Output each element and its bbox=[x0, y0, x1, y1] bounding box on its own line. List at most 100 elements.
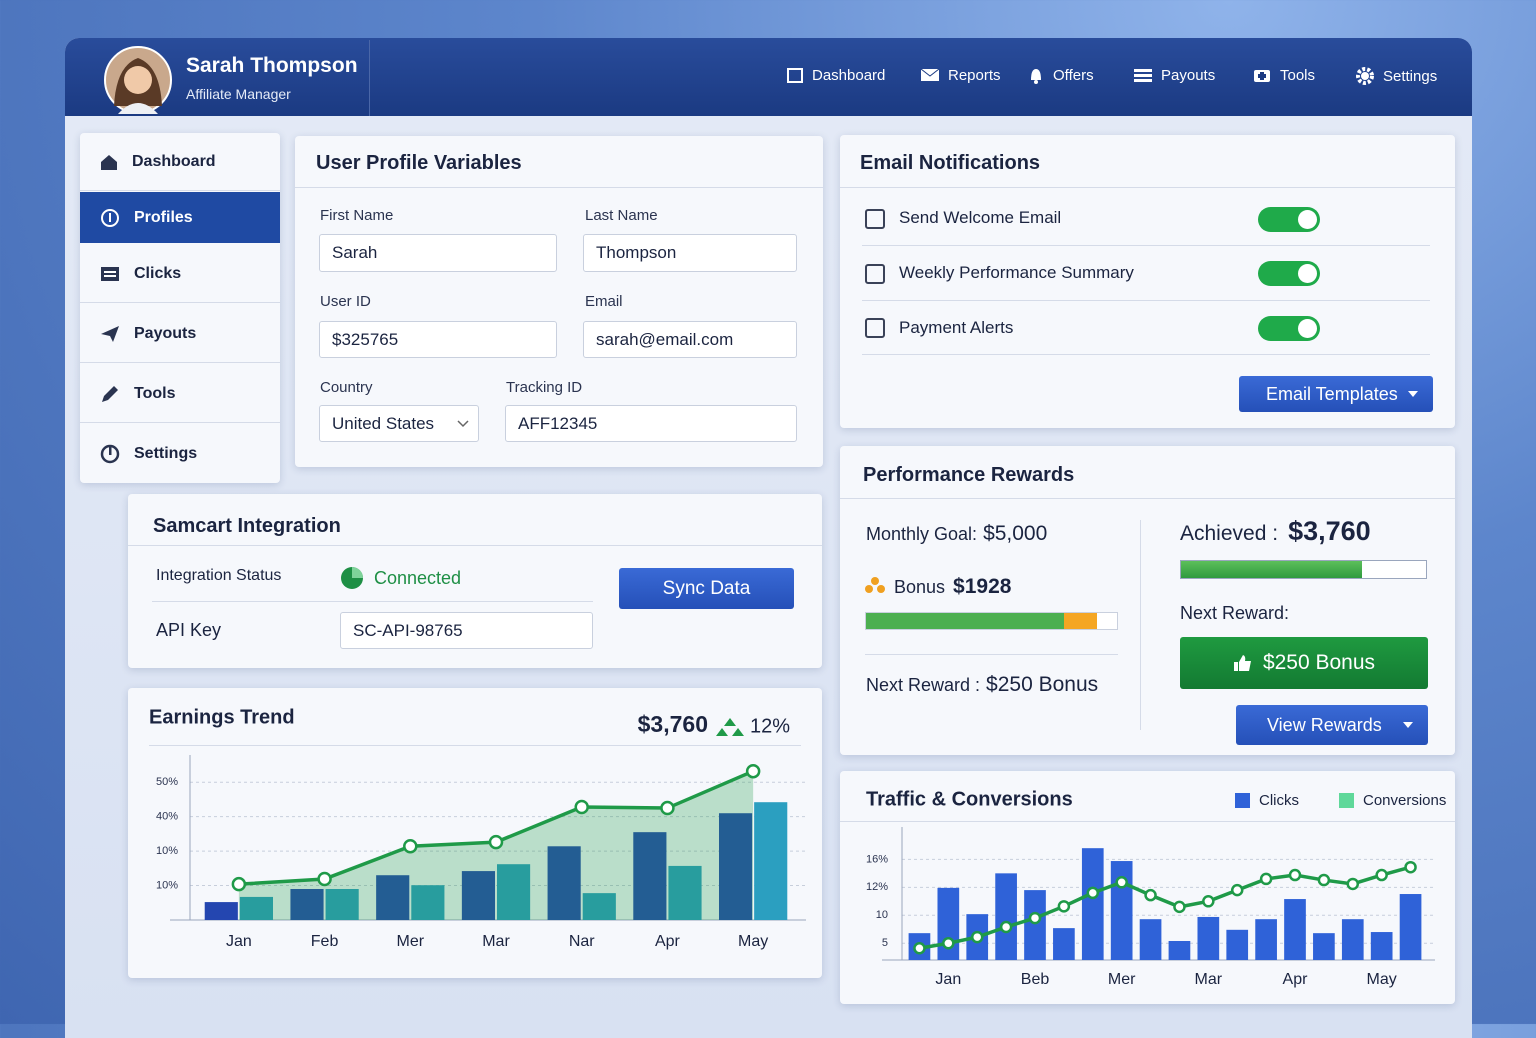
bar bbox=[633, 832, 667, 920]
divider bbox=[295, 187, 823, 188]
field-label: Email bbox=[585, 293, 623, 310]
legend-label: Clicks bbox=[1259, 792, 1299, 809]
y-tick-label: 12% bbox=[866, 881, 888, 893]
chevron bbox=[457, 420, 469, 428]
bar bbox=[1255, 919, 1277, 960]
bar bbox=[325, 889, 359, 920]
next-row: Next Reward : $250 Bonus bbox=[866, 673, 1098, 697]
text-input[interactable]: Sarah bbox=[319, 234, 557, 272]
status-text: Connected bbox=[374, 568, 462, 588]
x-tick-label: Mer bbox=[1108, 971, 1136, 988]
x-tick-label: Apr bbox=[655, 933, 681, 950]
point bbox=[1028, 911, 1042, 925]
point bbox=[488, 834, 504, 850]
divider bbox=[865, 654, 1118, 655]
y-tick-label: 50% bbox=[156, 776, 178, 788]
bar bbox=[995, 873, 1017, 960]
divider bbox=[149, 745, 801, 746]
y-tick-label: 5 bbox=[882, 937, 888, 949]
text-input[interactable]: SC-API-98765 bbox=[340, 612, 593, 649]
bar bbox=[1139, 919, 1162, 960]
checkbox[interactable] bbox=[865, 209, 885, 229]
progress-fill bbox=[1181, 561, 1363, 578]
divider bbox=[840, 498, 1455, 499]
nav-item[interactable]: Tools bbox=[1252, 66, 1315, 84]
text-input[interactable]: $325765 bbox=[319, 321, 557, 358]
bar bbox=[582, 893, 616, 920]
button[interactable]: Sync Data bbox=[619, 568, 794, 609]
x-tick-label: Jan bbox=[226, 933, 252, 950]
toggle[interactable] bbox=[1258, 261, 1320, 286]
nav-item[interactable]: Settings bbox=[1355, 66, 1437, 86]
option-label: Send Welcome Email bbox=[899, 208, 1062, 227]
bar bbox=[1313, 933, 1335, 960]
bar bbox=[1399, 894, 1422, 960]
text-input[interactable]: sarah@email.com bbox=[583, 321, 797, 358]
sidebar-label: Payouts bbox=[134, 324, 197, 342]
dropdown-button[interactable]: Email Templates bbox=[1239, 376, 1433, 412]
point bbox=[1346, 877, 1360, 891]
bar bbox=[1024, 890, 1046, 960]
x-tick-label: May bbox=[738, 933, 768, 950]
text-input[interactable]: Thompson bbox=[583, 234, 797, 272]
bar bbox=[290, 889, 324, 920]
field-label: Integration Status bbox=[156, 567, 282, 584]
checkbox[interactable] bbox=[865, 318, 885, 338]
card-title: Email Notifications bbox=[860, 152, 1041, 174]
traffic-chart: Traffic & Conversions 5 10 12% 16% Jan Beb Mer… bbox=[840, 788, 1455, 988]
sidebar-item[interactable]: Clicks bbox=[80, 245, 280, 303]
point bbox=[1230, 883, 1244, 897]
bar bbox=[461, 871, 495, 920]
sidebar-item[interactable]: Tools bbox=[80, 365, 280, 423]
button-label: $250 Bonus bbox=[1262, 651, 1376, 674]
point bbox=[317, 871, 332, 887]
nav-item[interactable]: Offers bbox=[1027, 66, 1094, 84]
point bbox=[1086, 886, 1100, 900]
point bbox=[1317, 873, 1331, 887]
sidebar-item[interactable]: Dashboard bbox=[80, 133, 280, 191]
achieved-label: Achieved : bbox=[1180, 522, 1279, 545]
nav-item[interactable]: Reports bbox=[920, 66, 1001, 84]
select-input[interactable]: United States bbox=[319, 405, 479, 442]
x-tick-label: Beb bbox=[1021, 971, 1050, 988]
point bbox=[942, 936, 955, 950]
icon bbox=[101, 208, 119, 227]
bar bbox=[1081, 848, 1104, 960]
divider bbox=[862, 245, 1430, 246]
x-tick-label: Apr bbox=[1283, 971, 1309, 988]
line bbox=[919, 865, 1412, 950]
dropdown-button[interactable]: View Rewards bbox=[1236, 705, 1428, 745]
divider bbox=[862, 354, 1430, 355]
point bbox=[231, 876, 247, 892]
nav-label: Offers bbox=[1053, 66, 1094, 84]
nav-label: Reports bbox=[948, 66, 1001, 84]
icon bbox=[1233, 655, 1251, 671]
point bbox=[913, 942, 926, 955]
sidebar-item-active[interactable]: Profiles bbox=[80, 192, 280, 243]
reward-button[interactable]: $250 Bonus bbox=[1180, 637, 1428, 689]
point bbox=[403, 839, 418, 854]
nav-label: Settings bbox=[1383, 67, 1438, 85]
sidebar-item[interactable]: Settings bbox=[80, 425, 280, 483]
rewards-card bbox=[840, 446, 1455, 755]
bar bbox=[411, 885, 445, 920]
toggle[interactable] bbox=[1258, 207, 1320, 232]
button-label: View Rewards bbox=[1267, 714, 1382, 735]
trend-icon bbox=[716, 718, 744, 736]
nav-item[interactable]: Dashboard bbox=[786, 66, 885, 84]
y-tick-label: 16% bbox=[866, 853, 888, 865]
text-input[interactable]: AFF12345 bbox=[505, 405, 797, 442]
next-label: Next Reward : bbox=[866, 675, 981, 695]
chart-title: Earnings Trend bbox=[149, 706, 295, 728]
checkbox[interactable] bbox=[865, 264, 885, 284]
user-name: Sarah Thompson bbox=[186, 54, 358, 77]
sidebar-item[interactable]: Payouts bbox=[80, 305, 280, 363]
caret bbox=[1408, 391, 1418, 397]
bar bbox=[1341, 919, 1364, 960]
icon bbox=[787, 68, 803, 83]
nav-item[interactable]: Payouts bbox=[1133, 66, 1215, 84]
toggle[interactable] bbox=[1258, 316, 1320, 341]
y-tick-label: 10 bbox=[876, 909, 888, 921]
